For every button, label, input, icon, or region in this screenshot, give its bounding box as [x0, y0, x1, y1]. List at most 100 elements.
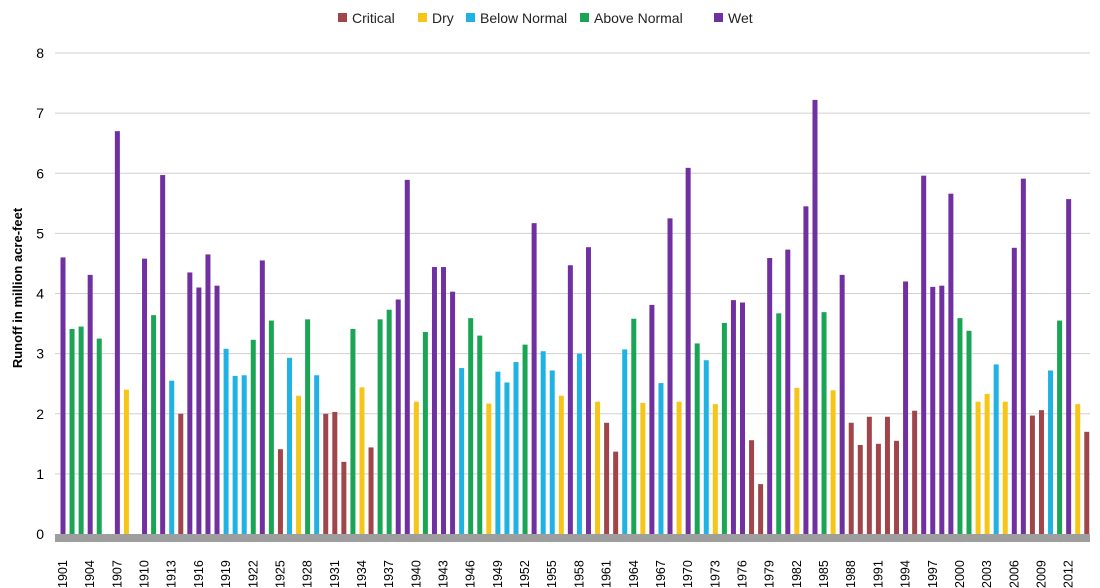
bar-1999 — [948, 193, 954, 534]
y-tick-label: 0 — [36, 526, 44, 542]
x-tick-label: 1949 — [491, 560, 505, 588]
bar-1903 — [78, 326, 84, 534]
bar-1946 — [468, 318, 474, 534]
bar-2000 — [957, 318, 963, 534]
bar-1988 — [848, 422, 854, 534]
bar-2010 — [1048, 370, 1054, 534]
bar-1952 — [522, 344, 528, 534]
bar-1934 — [359, 387, 365, 534]
bar-1961 — [604, 422, 610, 534]
bar-1967 — [658, 383, 664, 534]
bar-1965 — [640, 402, 646, 534]
bar-1962 — [613, 451, 619, 534]
x-tick-label: 1916 — [192, 560, 206, 588]
bar-2013 — [1075, 404, 1081, 534]
bar-1930 — [323, 413, 329, 534]
bar-1913 — [169, 380, 175, 534]
legend: Critical Dry Below Normal Above Normal Wet — [338, 10, 753, 26]
bar-1947 — [477, 335, 483, 534]
bar-1972 — [703, 360, 709, 534]
bar-1959 — [585, 247, 591, 534]
x-tick-label: 1907 — [110, 560, 124, 588]
legend-swatch — [714, 13, 723, 22]
x-tick-label: 1952 — [518, 560, 532, 588]
bar-1927 — [296, 395, 302, 534]
bar-1968 — [667, 218, 673, 534]
bar-1941 — [422, 331, 428, 534]
y-tick-label: 3 — [36, 346, 44, 362]
bar-1948 — [486, 403, 492, 534]
bar-1931 — [332, 411, 338, 534]
x-tick-label: 1940 — [409, 560, 423, 588]
bar-1904 — [87, 274, 93, 534]
x-tick-label: 1955 — [545, 560, 559, 588]
x-tick-label: 1913 — [165, 560, 179, 588]
bar-1958 — [576, 353, 582, 535]
bar-1911 — [151, 315, 157, 534]
x-tick-label: 1922 — [246, 560, 260, 588]
x-tick-label: 2009 — [1034, 560, 1048, 588]
bar-1954 — [540, 351, 546, 534]
bar-1970 — [685, 167, 691, 534]
bar-1921 — [241, 375, 247, 534]
bar-1936 — [377, 319, 383, 534]
legend-label: Above Normal — [594, 10, 683, 26]
bar-2001 — [966, 330, 972, 534]
bar-1956 — [558, 395, 564, 534]
bar-1953 — [531, 223, 537, 534]
bar-1975 — [730, 300, 736, 534]
bar-1983 — [803, 206, 809, 534]
x-tick-label: 1928 — [301, 560, 315, 588]
bar-1987 — [839, 274, 845, 534]
y-tick-label: 4 — [36, 286, 44, 302]
bar-1910 — [142, 258, 148, 534]
x-tick-label: 1919 — [219, 560, 233, 588]
bar-1966 — [649, 304, 655, 534]
bar-1912 — [160, 175, 166, 535]
bar-1971 — [694, 343, 700, 534]
bar-1977 — [749, 440, 755, 534]
bar-1964 — [631, 318, 637, 534]
legend-swatch — [338, 13, 347, 22]
bar-1973 — [712, 404, 718, 534]
x-tick-label: 1925 — [273, 560, 287, 588]
x-tick-label: 1997 — [926, 560, 940, 588]
bar-1918 — [214, 285, 220, 534]
bar-2006 — [1011, 247, 1017, 534]
baseline-band — [55, 534, 1090, 542]
x-tick-label: 1976 — [736, 560, 750, 588]
bar-1916 — [196, 287, 202, 534]
bar-1978 — [758, 484, 764, 534]
bar-1949 — [495, 371, 501, 534]
bar-1985 — [821, 312, 827, 534]
bars — [60, 99, 1090, 535]
bar-1901 — [60, 257, 66, 534]
y-tick-label: 1 — [36, 466, 44, 482]
x-tick-label: 1967 — [654, 560, 668, 588]
bar-1924 — [268, 320, 274, 534]
bar-1940 — [413, 401, 419, 534]
y-axis-label: Runoff in million acre-feet — [10, 207, 25, 368]
bar-1917 — [205, 254, 211, 535]
bar-2007 — [1020, 178, 1026, 534]
x-axis-baseline-band — [55, 534, 1090, 542]
bar-1998 — [939, 285, 945, 534]
bar-1990 — [866, 416, 872, 534]
bar-2014 — [1084, 431, 1090, 534]
bar-1942 — [431, 267, 437, 534]
bar-1974 — [721, 322, 727, 534]
bar-1920 — [232, 375, 238, 534]
bar-1937 — [386, 309, 392, 534]
bar-1979 — [767, 258, 773, 534]
bar-1991 — [875, 443, 881, 534]
x-tick-label: 1946 — [464, 560, 478, 588]
bar-1950 — [504, 382, 510, 534]
y-tick-label: 8 — [36, 45, 44, 61]
bar-2005 — [1002, 401, 1008, 534]
legend-label: Wet — [728, 10, 753, 26]
bar-1923 — [259, 260, 265, 534]
bar-1933 — [350, 328, 356, 534]
x-tick-label: 2012 — [1062, 560, 1076, 588]
bar-1945 — [459, 368, 465, 534]
